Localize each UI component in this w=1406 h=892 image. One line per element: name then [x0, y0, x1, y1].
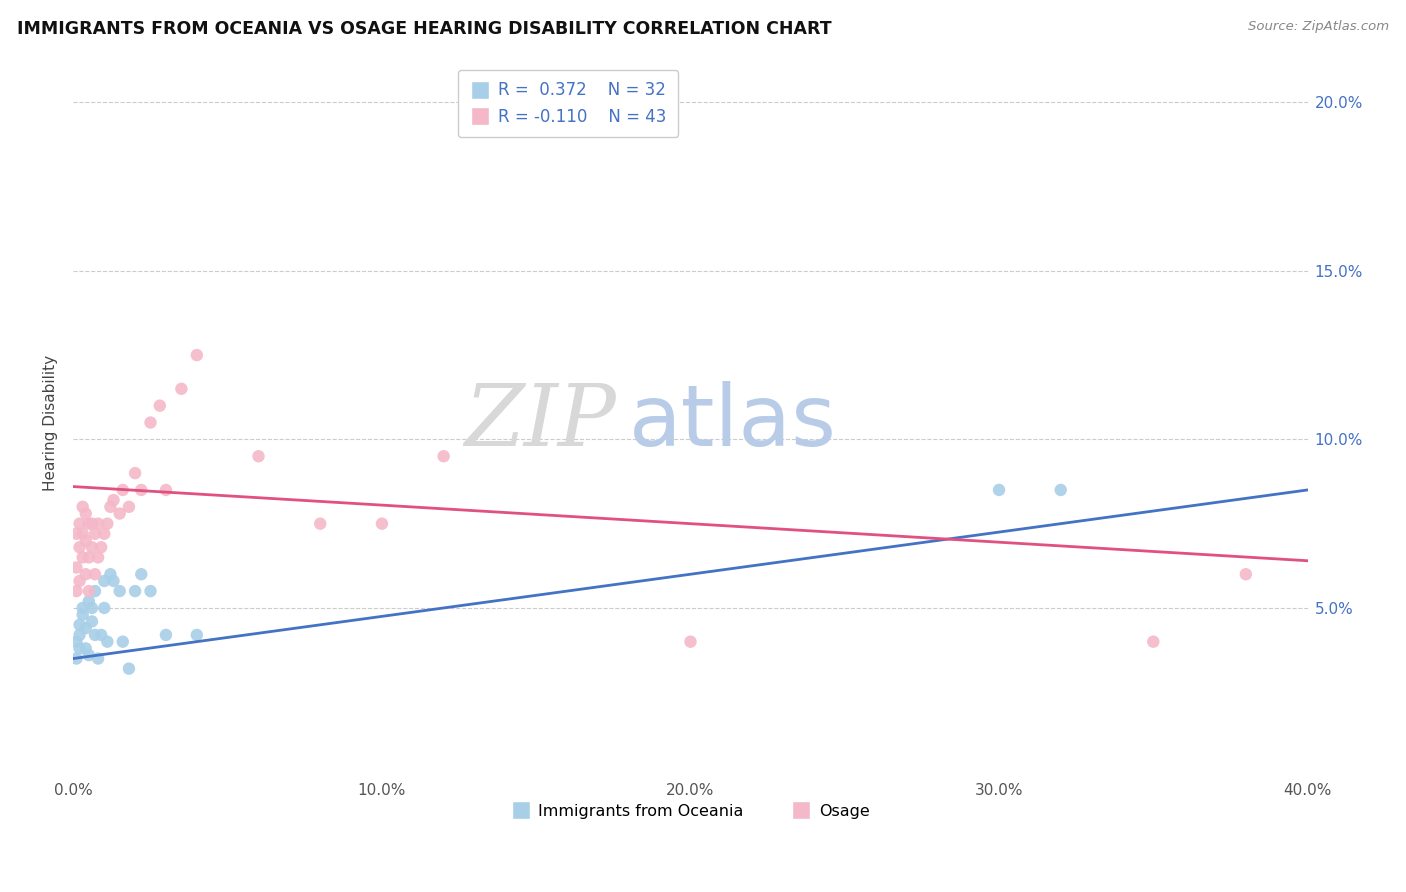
- Point: [118, 500, 141, 514]
- Point: [96, 516, 118, 531]
- Point: [80, 516, 103, 531]
- Point: [90, 541, 112, 555]
- Point: [87, 516, 110, 531]
- Legend: Immigrants from Oceania, Osage: Immigrants from Oceania, Osage: [505, 797, 876, 825]
- Point: [77, 516, 100, 531]
- Point: [93, 574, 115, 588]
- Point: [77, 648, 100, 662]
- Point: [80, 541, 103, 555]
- Point: [75, 507, 97, 521]
- Point: [93, 601, 115, 615]
- Point: [77, 584, 100, 599]
- Point: [72, 500, 94, 514]
- Point: [69, 628, 91, 642]
- Point: [80, 601, 103, 615]
- Point: [69, 516, 91, 531]
- Point: [72, 550, 94, 565]
- Point: [129, 483, 152, 497]
- Point: [129, 567, 152, 582]
- Point: [988, 483, 1011, 497]
- Text: atlas: atlas: [628, 381, 837, 464]
- Point: [69, 574, 91, 588]
- Point: [65, 651, 87, 665]
- Point: [108, 507, 131, 521]
- Point: [77, 550, 100, 565]
- Point: [108, 584, 131, 599]
- Point: [90, 628, 112, 642]
- Point: [1142, 634, 1164, 648]
- Point: [111, 483, 134, 497]
- Point: [84, 628, 107, 642]
- Text: ZIP: ZIP: [464, 381, 616, 464]
- Point: [65, 584, 87, 599]
- Point: [679, 634, 702, 648]
- Point: [65, 560, 87, 574]
- Point: [155, 483, 177, 497]
- Point: [170, 382, 193, 396]
- Point: [87, 651, 110, 665]
- Point: [72, 526, 94, 541]
- Point: [124, 466, 146, 480]
- Point: [149, 399, 172, 413]
- Point: [118, 662, 141, 676]
- Point: [93, 526, 115, 541]
- Point: [65, 526, 87, 541]
- Point: [69, 641, 91, 656]
- Point: [1234, 567, 1257, 582]
- Y-axis label: Hearing Disability: Hearing Disability: [44, 354, 58, 491]
- Point: [139, 584, 162, 599]
- Point: [103, 574, 125, 588]
- Point: [100, 500, 122, 514]
- Point: [186, 348, 208, 362]
- Point: [84, 584, 107, 599]
- Point: [433, 449, 456, 463]
- Point: [186, 628, 208, 642]
- Point: [155, 628, 177, 642]
- Point: [69, 541, 91, 555]
- Point: [96, 634, 118, 648]
- Point: [65, 634, 87, 648]
- Point: [69, 617, 91, 632]
- Point: [371, 516, 394, 531]
- Point: [100, 567, 122, 582]
- Point: [111, 634, 134, 648]
- Point: [139, 416, 162, 430]
- Text: IMMIGRANTS FROM OCEANIA VS OSAGE HEARING DISABILITY CORRELATION CHART: IMMIGRANTS FROM OCEANIA VS OSAGE HEARING…: [17, 20, 831, 37]
- Point: [75, 641, 97, 656]
- Point: [80, 615, 103, 629]
- Point: [75, 621, 97, 635]
- Point: [103, 493, 125, 508]
- Point: [124, 584, 146, 599]
- Point: [84, 567, 107, 582]
- Text: Source: ZipAtlas.com: Source: ZipAtlas.com: [1249, 20, 1389, 33]
- Point: [1049, 483, 1071, 497]
- Point: [77, 594, 100, 608]
- Point: [75, 533, 97, 548]
- Point: [72, 607, 94, 622]
- Point: [75, 567, 97, 582]
- Point: [87, 550, 110, 565]
- Point: [247, 449, 270, 463]
- Point: [84, 526, 107, 541]
- Point: [309, 516, 332, 531]
- Point: [72, 601, 94, 615]
